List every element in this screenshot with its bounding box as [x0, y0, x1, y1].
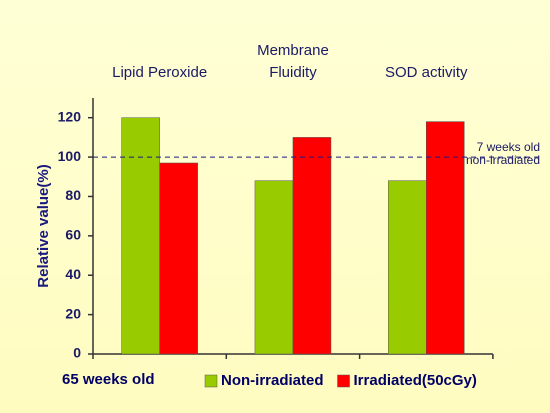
legend-swatch: [204, 374, 218, 388]
bar: [254, 180, 294, 355]
y-tick-label: 100: [58, 148, 82, 164]
y-tick-label: 20: [65, 305, 81, 321]
y-axis-label: Relative value(%): [35, 164, 52, 287]
category-label: SOD activity: [385, 64, 468, 81]
legend-label: Irradiated(50cGy): [354, 372, 477, 389]
category-label: Membrane Fluidity: [257, 42, 329, 81]
legend-swatch: [337, 374, 350, 388]
y-tick-label: 40: [65, 266, 81, 282]
y-tick-label: 60: [65, 227, 81, 243]
y-tick-label: 120: [58, 108, 82, 124]
bar: [388, 180, 427, 355]
bar: [292, 137, 332, 355]
bar: [159, 162, 198, 355]
y-tick-label: 0: [73, 345, 81, 361]
legend-label: Non-irradiated: [221, 372, 324, 389]
y-tick-label: 80: [65, 187, 81, 203]
bar: [121, 117, 160, 355]
category-label: Lipid Peroxide: [112, 64, 207, 81]
reference-label: 7 weeks old non-irradiated: [466, 140, 540, 167]
legend-title: 65 weeks old: [62, 371, 155, 388]
bar: [426, 121, 465, 355]
